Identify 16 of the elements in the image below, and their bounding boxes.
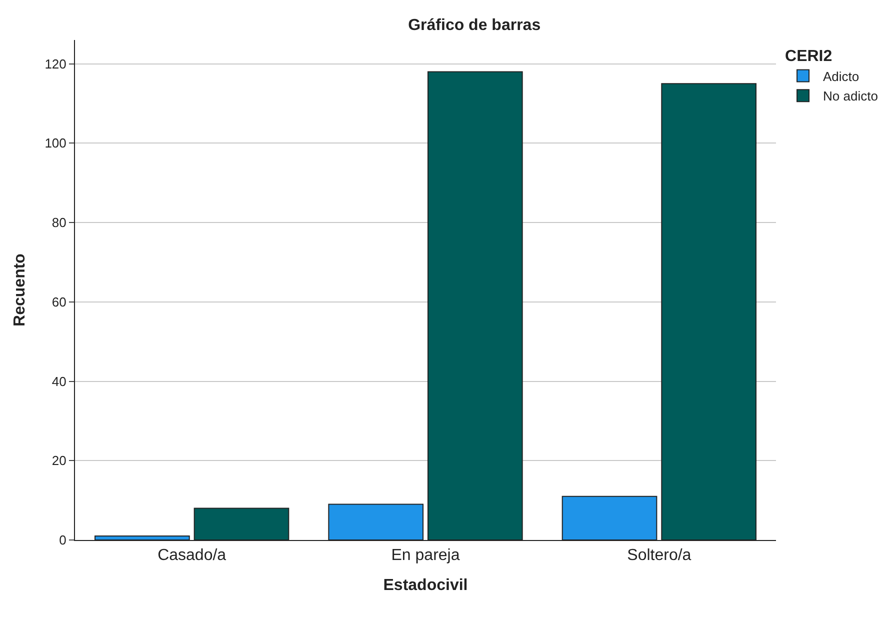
x-tick-label: Soltero/a <box>627 547 692 564</box>
y-tick-label: 60 <box>52 294 66 310</box>
y-axis-title: Recuento <box>12 253 29 326</box>
legend-title: CERI2 <box>785 48 832 65</box>
y-tick-label: 0 <box>59 532 66 548</box>
y-tick-label: 100 <box>44 136 66 151</box>
legend-label: No adicto <box>823 88 878 104</box>
y-tick-label: 40 <box>52 374 66 389</box>
y-tick-label: 80 <box>52 215 66 230</box>
x-tick-label: Casado/a <box>158 547 226 564</box>
x-tick-label: En pareja <box>391 547 460 564</box>
x-axis-title: Estadocivil <box>383 576 468 594</box>
y-tick-label: 120 <box>44 56 66 72</box>
chart-title: Gráfico de barras <box>408 16 541 34</box>
y-tick-label: 20 <box>52 453 66 468</box>
legend-label: Adicto <box>823 68 860 84</box>
